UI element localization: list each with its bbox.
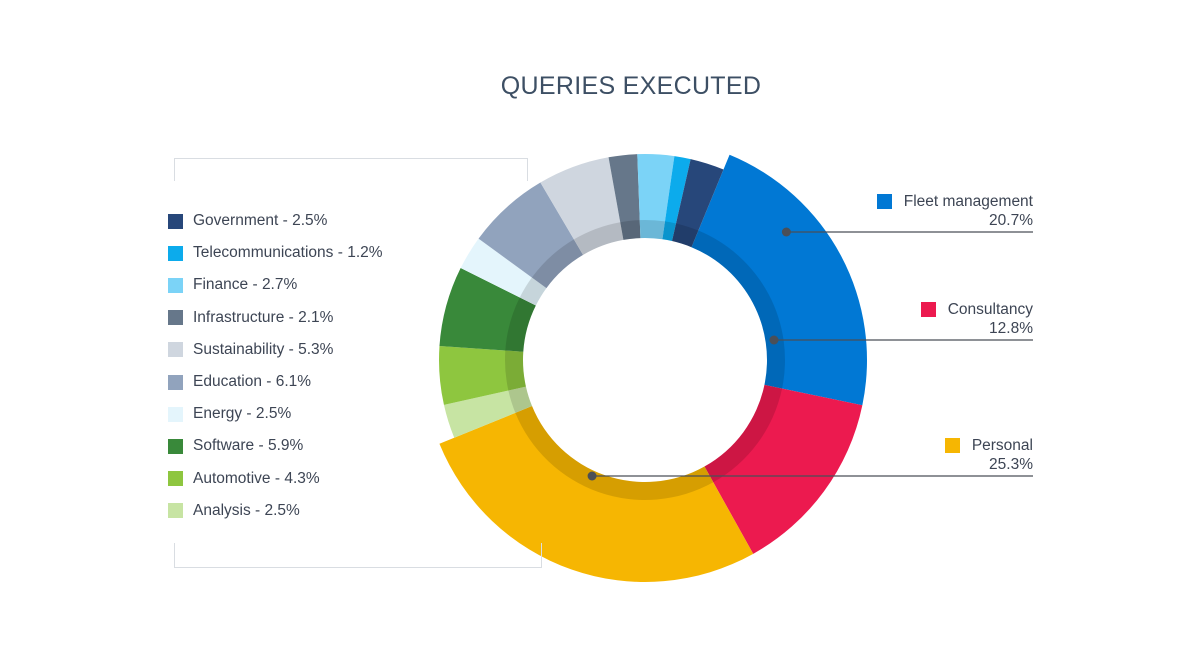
legend-label: Software bbox=[193, 437, 255, 455]
chart-title: QUERIES EXECUTED bbox=[500, 72, 762, 100]
legend: Government - 2.5% Telecommunications - 1.… bbox=[168, 205, 383, 527]
slice-telecommunications bbox=[662, 156, 691, 242]
callout-value: 25.3% bbox=[989, 456, 1033, 473]
slice-shade-telecommunications bbox=[662, 221, 677, 242]
slice-shade-education bbox=[531, 239, 584, 289]
slice-shade-energy bbox=[519, 277, 547, 306]
callout-fleet-management: Fleet management 20.7% bbox=[876, 192, 1033, 230]
slice-fleet-management bbox=[691, 154, 867, 406]
legend-swatch bbox=[168, 438, 183, 454]
legend-swatch bbox=[168, 310, 183, 326]
legend-value: 2.5% bbox=[255, 405, 292, 423]
callout-consultancy: Consultancy 12.8% bbox=[920, 300, 1033, 338]
slice-education bbox=[478, 182, 584, 289]
legend-separator: - bbox=[250, 501, 265, 519]
slice-shade-software bbox=[505, 297, 536, 352]
callout-value: 20.7% bbox=[989, 212, 1033, 229]
legend-item-sustainability: Sustainability - 5.3% bbox=[168, 334, 383, 366]
legend-bracket-top bbox=[174, 158, 528, 181]
slice-personal bbox=[439, 406, 754, 582]
slice-consultancy bbox=[704, 384, 863, 554]
slice-shade-finance bbox=[639, 219, 665, 240]
legend-swatch bbox=[168, 277, 183, 293]
legend-item-energy: Energy - 2.5% bbox=[168, 398, 383, 430]
legend-label: Finance bbox=[193, 276, 249, 294]
legend-separator: - bbox=[261, 373, 276, 391]
legend-item-automotive: Automotive - 4.3% bbox=[168, 463, 383, 495]
legend-frame bbox=[174, 158, 542, 568]
legend-label: Government bbox=[193, 212, 279, 230]
slice-shade-infrastructure bbox=[620, 220, 641, 240]
legend-label: Analysis bbox=[193, 501, 251, 519]
legend-value: 5.9% bbox=[267, 437, 304, 455]
legend-value: 5.3% bbox=[298, 340, 334, 358]
callout-swatch bbox=[876, 194, 892, 209]
legend-swatch bbox=[168, 503, 183, 519]
legend-label: Automotive bbox=[193, 469, 271, 487]
slice-automotive bbox=[439, 346, 526, 405]
slice-shade-automotive bbox=[505, 350, 526, 391]
legend-item-finance: Finance - 2.7% bbox=[168, 269, 383, 301]
legend-value: 2.5% bbox=[292, 212, 328, 230]
callout-label: Fleet management bbox=[903, 193, 1033, 210]
legend-item-government: Government - 2.5% bbox=[168, 205, 383, 237]
callout-value: 12.8% bbox=[989, 320, 1033, 337]
slice-shade-consultancy bbox=[704, 384, 783, 483]
legend-value: 4.3% bbox=[284, 469, 320, 487]
slice-shade-analysis bbox=[508, 386, 533, 413]
legend-item-telecommunications: Telecommunications - 1.2% bbox=[168, 237, 383, 269]
legend-item-analysis: Analysis - 2.5% bbox=[168, 495, 383, 527]
slice-finance bbox=[637, 154, 675, 240]
legend-value: 2.1% bbox=[298, 308, 334, 326]
leader-dot-consultancy bbox=[769, 335, 779, 345]
slice-shade-fleet-management bbox=[691, 230, 785, 389]
legend-item-software: Software - 5.9% bbox=[168, 430, 383, 462]
leader-dot-fleet-management bbox=[781, 227, 791, 237]
legend-separator: - bbox=[248, 276, 262, 294]
legend-separator: - bbox=[270, 469, 285, 487]
legend-label: Telecommunications bbox=[193, 244, 334, 262]
legend-swatch bbox=[168, 213, 183, 229]
slice-government bbox=[672, 159, 724, 248]
callout-leaders bbox=[587, 227, 1033, 481]
legend-value: 6.1% bbox=[275, 373, 312, 391]
callout-label: Consultancy bbox=[947, 301, 1033, 318]
legend-bracket-bottom bbox=[174, 543, 542, 568]
donut-slices bbox=[439, 154, 867, 582]
legend-item-infrastructure: Infrastructure - 2.1% bbox=[168, 302, 383, 334]
legend-swatch bbox=[168, 245, 183, 261]
leader-dot-personal bbox=[587, 471, 597, 481]
slice-shade-personal bbox=[515, 406, 714, 500]
legend-value: 2.7% bbox=[261, 276, 298, 294]
legend-label: Sustainability bbox=[193, 340, 285, 358]
legend-swatch bbox=[168, 406, 183, 422]
legend-separator: - bbox=[242, 405, 256, 423]
legend-value: 1.2% bbox=[347, 244, 383, 262]
legend-swatch bbox=[168, 471, 183, 487]
legend-item-education: Education - 6.1% bbox=[168, 366, 383, 398]
callout-label: Personal bbox=[971, 437, 1033, 454]
legend-swatch bbox=[168, 374, 183, 390]
legend-value: 2.5% bbox=[264, 501, 300, 519]
slice-sustainability bbox=[540, 157, 624, 255]
legend-separator: - bbox=[333, 244, 348, 262]
legend-separator: - bbox=[254, 437, 268, 455]
slice-shade-government bbox=[672, 223, 699, 248]
legend-separator: - bbox=[284, 308, 299, 326]
callout-swatch bbox=[920, 302, 936, 317]
legend-label: Energy bbox=[193, 405, 243, 423]
slice-infrastructure bbox=[608, 154, 641, 240]
legend-separator: - bbox=[278, 212, 293, 230]
legend-swatch bbox=[168, 342, 183, 358]
legend-label: Education bbox=[193, 373, 262, 391]
slice-energy bbox=[460, 238, 547, 306]
slice-shade-sustainability bbox=[573, 222, 624, 255]
legend-separator: - bbox=[284, 340, 299, 358]
legend-label: Infrastructure bbox=[193, 308, 285, 326]
callout-swatch bbox=[944, 438, 960, 453]
slice-software bbox=[439, 268, 536, 352]
slice-analysis bbox=[443, 386, 533, 438]
callout-personal: Personal 25.3% bbox=[944, 436, 1033, 474]
